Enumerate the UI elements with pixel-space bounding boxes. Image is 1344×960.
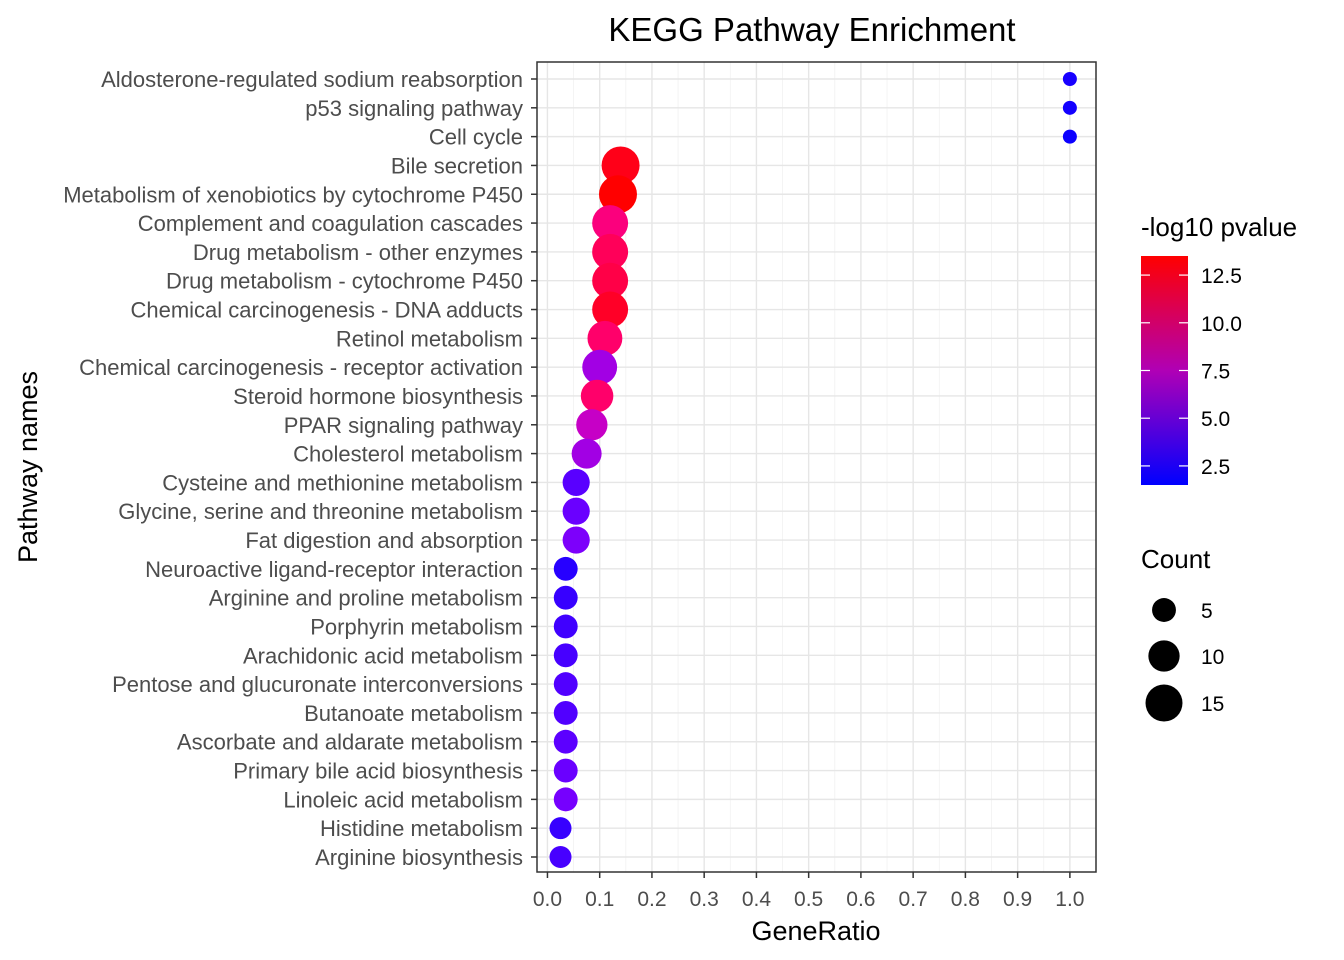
x-tick-label: 1.0: [1055, 888, 1084, 911]
y-tick-label: Fat digestion and absorption: [245, 528, 523, 553]
y-tick-label: Arginine and proline metabolism: [209, 586, 523, 611]
data-point: [549, 846, 572, 868]
size-legend-label: 15: [1201, 693, 1224, 716]
y-tick-label: Porphyrin metabolism: [310, 614, 523, 639]
data-point: [592, 291, 629, 328]
y-tick-label: Chemical carcinogenesis - receptor activ…: [79, 355, 523, 380]
y-tick-label: p53 signaling pathway: [305, 96, 523, 121]
data-point: [553, 614, 578, 639]
data-point: [562, 468, 590, 496]
x-tick-label: 0.2: [637, 888, 666, 911]
size-legend-dot: [1152, 598, 1176, 622]
size-legend-dot: [1148, 640, 1180, 672]
data-point: [1062, 72, 1077, 86]
data-point: [580, 379, 614, 413]
data-point: [601, 146, 640, 185]
size-legend-label: 5: [1201, 600, 1213, 623]
x-tick-label: 0.6: [846, 888, 875, 911]
color-bar-label: 7.5: [1201, 361, 1230, 384]
data-point: [562, 497, 590, 525]
y-tick-label: Neuroactive ligand-receptor interaction: [145, 557, 523, 582]
data-point: [1062, 100, 1077, 115]
y-tick-label: Cholesterol metabolism: [293, 442, 523, 467]
color-legend-title: -log10 pvalue: [1141, 212, 1297, 242]
y-tick-label: Bile secretion: [391, 153, 523, 178]
data-point: [553, 585, 578, 610]
y-tick-label: Glycine, serine and threonine metabolism: [118, 499, 523, 524]
x-tick-label: 0.3: [690, 888, 719, 911]
color-bar-label: 5.0: [1201, 408, 1230, 431]
y-tick-label: Histidine metabolism: [320, 816, 523, 841]
data-point: [1062, 129, 1077, 144]
x-tick-label: 0.4: [742, 888, 772, 911]
data-point: [553, 758, 578, 783]
y-tick-label: Drug metabolism - cytochrome P450: [166, 269, 523, 294]
x-axis-ticks: 0.0 0.1 0.2 0.3 0.4 0.5 0.6 0.7 0.8 0.9 1.0: [533, 872, 1084, 911]
y-tick-label: Chemical carcinogenesis - DNA adducts: [130, 298, 523, 323]
y-tick-label: Ascorbate and aldarate metabolism: [177, 730, 523, 755]
y-tick-label: Steroid hormone biosynthesis: [233, 384, 523, 409]
data-point: [592, 205, 629, 242]
y-tick-label: PPAR signaling pathway: [284, 413, 523, 438]
x-tick-label: 0.1: [585, 888, 614, 911]
y-tick-label: Metabolism of xenobiotics by cytochrome …: [63, 182, 523, 207]
color-bar-ticks: 12.5 10.0 7.5 5.0 2.5: [1141, 265, 1242, 479]
data-point: [553, 672, 578, 697]
y-tick-label: Retinol metabolism: [336, 326, 523, 351]
data-points: [549, 72, 1077, 868]
data-point: [549, 817, 572, 840]
x-tick-label: 0.7: [899, 888, 928, 911]
y-tick-label: Complement and coagulation cascades: [138, 211, 523, 236]
y-tick-label: Aldosterone-regulated sodium reabsorptio…: [101, 67, 523, 92]
y-tick-label: Cell cycle: [429, 125, 523, 150]
data-point: [592, 233, 629, 270]
size-legend: 5 10 15: [1145, 598, 1224, 722]
data-point: [571, 438, 602, 469]
y-tick-label: Pentose and glucuronate interconversions: [112, 672, 523, 697]
data-point: [562, 526, 590, 554]
color-bar-label: 2.5: [1201, 456, 1230, 479]
y-tick-label: Linoleic acid metabolism: [283, 787, 523, 812]
color-bar-label: 12.5: [1201, 265, 1242, 288]
size-legend-label: 10: [1201, 646, 1224, 669]
size-legend-title: Count: [1141, 544, 1211, 574]
data-point: [576, 409, 608, 441]
chart-title: KEGG Pathway Enrichment: [608, 11, 1015, 48]
y-tick-label: Arginine biosynthesis: [315, 845, 523, 870]
data-point: [553, 787, 578, 812]
data-point: [553, 643, 578, 668]
data-point: [553, 700, 578, 725]
x-tick-label: 0.5: [794, 888, 823, 911]
y-axis-ticks: Aldosterone-regulated sodium reabsorptio…: [63, 67, 537, 870]
y-tick-label: Primary bile acid biosynthesis: [233, 759, 523, 784]
data-point: [598, 175, 637, 214]
x-tick-label: 0.0: [533, 888, 562, 911]
x-tick-label: 0.9: [1003, 888, 1032, 911]
y-axis-title: Pathway names: [13, 371, 43, 563]
data-point: [587, 320, 623, 356]
y-tick-label: Butanoate metabolism: [304, 701, 523, 726]
size-legend-dot: [1145, 684, 1183, 722]
x-axis-title: GeneRatio: [751, 916, 880, 946]
color-bar-label: 10.0: [1201, 313, 1242, 336]
grid-lines: [537, 62, 1096, 872]
plot-panel-border: [536, 61, 1097, 873]
x-tick-label: 0.8: [951, 888, 980, 911]
data-point: [553, 729, 578, 754]
y-tick-label: Arachidonic acid metabolism: [243, 643, 523, 668]
data-point: [592, 262, 629, 299]
y-tick-label: Drug metabolism - other enzymes: [193, 240, 523, 265]
y-tick-label: Cysteine and methionine metabolism: [162, 470, 523, 495]
data-point: [553, 556, 578, 581]
data-point: [582, 349, 618, 385]
